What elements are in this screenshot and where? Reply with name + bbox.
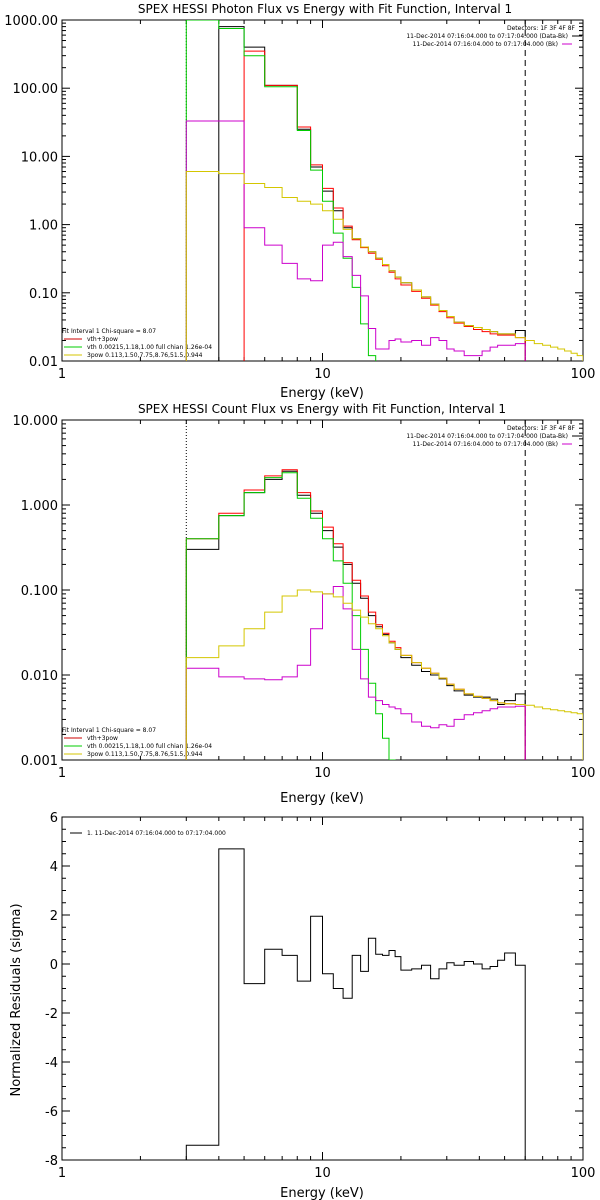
legend: Fit Interval 1 Chi-square = 8.07 vth+3po… bbox=[62, 328, 212, 359]
series-line bbox=[185, 589, 583, 760]
legend: 1. 11-Dec-2014 07:16:04.000 to 07:17:04.… bbox=[87, 830, 226, 837]
series-line bbox=[185, 470, 526, 760]
legend-entry: vth+3pow bbox=[87, 336, 118, 343]
series-group bbox=[185, 20, 583, 361]
x-tick-label: 1 bbox=[58, 766, 66, 781]
y-tick-label: 0.010 bbox=[21, 669, 58, 684]
x-tick-label: 1 bbox=[58, 367, 66, 382]
count-flux-panel: SPEX HESSI Count Flux vs Energy with Fit… bbox=[62, 402, 576, 806]
y-tick-label: 1000.00 bbox=[4, 14, 58, 29]
x-tick-label: 10 bbox=[314, 766, 331, 781]
x-axis-label: Energy (keV) bbox=[280, 791, 364, 806]
x-tick-label: 100 bbox=[571, 367, 596, 382]
y-tick-label: 10.000 bbox=[13, 414, 59, 429]
y-tick-label: 10.00 bbox=[21, 150, 58, 165]
legend-entry: vth 0.00215,1.18,1.00 full chian 1.26e-0… bbox=[87, 743, 212, 750]
y-tick-label: 0.01 bbox=[29, 355, 58, 370]
series-line bbox=[185, 469, 526, 760]
series-line bbox=[185, 472, 396, 760]
x-tick-label: 100 bbox=[571, 766, 596, 781]
header-line: 11-Dec-2014 07:16:04.000 to 07:17:04.000… bbox=[413, 441, 558, 448]
y-tick-label: 1.00 bbox=[29, 219, 58, 234]
series-line bbox=[218, 26, 526, 361]
legend-swatches bbox=[64, 35, 582, 356]
header-line: Detectors: 1F 3F 4F 8F bbox=[507, 425, 576, 432]
header-lines: Detectors: 1F 3F 4F 8F 11-Dec-2014 07:16… bbox=[406, 25, 575, 48]
chart-title: SPEX HESSI Count Flux vs Energy with Fit… bbox=[138, 402, 506, 416]
legend-entry: 1. 11-Dec-2014 07:16:04.000 to 07:17:04.… bbox=[87, 830, 226, 837]
y-tick-label: 2 bbox=[50, 909, 58, 924]
series-line bbox=[185, 20, 377, 361]
x-tick-label: 10 bbox=[314, 367, 331, 382]
x-axis-label: Energy (keV) bbox=[280, 386, 364, 401]
plot-area: 1 10 100 0.001 0.010 0.100 1.000 10.000 bbox=[13, 414, 596, 781]
y-tick-label: 1.000 bbox=[21, 499, 58, 514]
series-line bbox=[185, 586, 526, 760]
photon-flux-panel: SPEX HESSI Photon Flux vs Energy with Fi… bbox=[62, 2, 576, 401]
plot-area: 1 10 100 0.01 0.10 1.00 10.00 100.00 1000.00 bbox=[4, 14, 595, 382]
legend-entry: Fit Interval 1 Chi-square = 8.07 bbox=[62, 727, 156, 734]
series-line bbox=[243, 50, 526, 361]
legend-entry: 3pow 0.113,1.50,7.75,8.76,51.5,0.944 bbox=[87, 352, 203, 359]
x-axis-label: Energy (keV) bbox=[280, 1186, 364, 1200]
y-tick-label: -8 bbox=[45, 1154, 58, 1169]
legend-entry: vth+3pow bbox=[87, 735, 118, 742]
y-tick-label: 0 bbox=[50, 958, 58, 973]
y-axis-label: Normalized Residuals (sigma) bbox=[9, 903, 24, 1096]
y-tick-label: 4 bbox=[50, 860, 58, 875]
x-tick-label: 100 bbox=[571, 1166, 596, 1181]
header-line: 11-Dec-2014 07:16:04.000 to 07:17:04.000… bbox=[406, 33, 568, 40]
series-group bbox=[185, 469, 583, 760]
header-lines: Detectors: 1F 3F 4F 8F 11-Dec-2014 07:16… bbox=[406, 425, 575, 448]
series-line bbox=[185, 171, 583, 361]
legend-swatches bbox=[64, 435, 582, 755]
legend: Fit Interval 1 Chi-square = 8.07 vth+3po… bbox=[62, 727, 212, 758]
legend-entry: 3pow 0.113,1.50,7.75,8.76,51.5,0.944 bbox=[87, 751, 203, 758]
y-tick-label: 0.100 bbox=[21, 584, 58, 599]
y-tick-label: -6 bbox=[45, 1105, 58, 1120]
chart-title: SPEX HESSI Photon Flux vs Energy with Fi… bbox=[138, 2, 512, 16]
plot-frame bbox=[61, 816, 584, 1161]
y-tick-label: -4 bbox=[45, 1056, 58, 1071]
residuals-panel: 1. 11-Dec-2014 07:16:04.000 to 07:17:04.… bbox=[9, 830, 364, 1200]
series-line bbox=[185, 120, 526, 361]
plot-area: 1 10 100 -8 -6 -4 -2 0 2 4 6 bbox=[45, 811, 596, 1181]
legend-entry: vth 0.00215,1.18,1.00 full chian 1.26e-0… bbox=[87, 344, 212, 351]
series-line bbox=[185, 848, 526, 1160]
plot-frame bbox=[61, 419, 584, 761]
y-tick-label: 0.001 bbox=[21, 754, 58, 769]
y-tick-label: 0.10 bbox=[29, 287, 58, 302]
x-tick-label: 1 bbox=[58, 1166, 66, 1181]
header-line: 11-Dec-2014 07:16:04.000 to 07:17:04.000… bbox=[413, 41, 558, 48]
series-group bbox=[185, 848, 526, 1160]
y-tick-label: 100.00 bbox=[13, 82, 59, 97]
header-line: 11-Dec-2014 07:16:04.000 to 07:17:04.000… bbox=[406, 433, 568, 440]
legend-entry: Fit Interval 1 Chi-square = 8.07 bbox=[62, 328, 156, 335]
y-tick-label: -2 bbox=[45, 1007, 58, 1022]
y-tick-label: 6 bbox=[50, 811, 58, 826]
header-line: Detectors: 1F 3F 4F 8F bbox=[507, 25, 576, 32]
x-tick-label: 10 bbox=[314, 1166, 331, 1181]
